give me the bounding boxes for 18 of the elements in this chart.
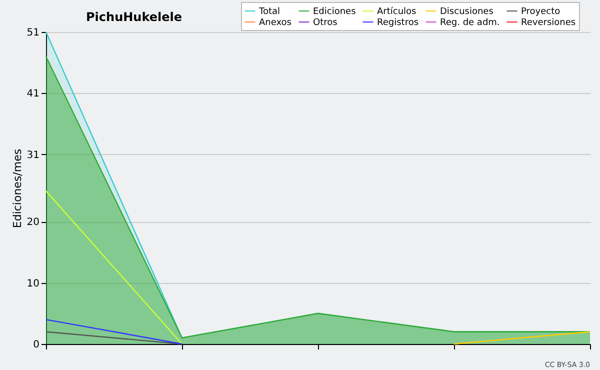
y-tick-label: 10 (26, 278, 40, 290)
legend-label: Artículos (377, 6, 417, 17)
legend-label: Ediciones (313, 7, 356, 17)
y-tick-label: 31 (26, 150, 40, 161)
chart-title: PichuHukelele (86, 10, 182, 24)
legend-label: Anexos (259, 18, 292, 28)
legend-label: Reversiones (521, 18, 576, 28)
y-tick-label: 41 (26, 88, 40, 100)
y-tick-label: 0 (33, 340, 40, 350)
y-tick-label: 51 (26, 28, 40, 38)
legend-label: Total (258, 7, 280, 17)
legend-label: Otros (313, 18, 338, 28)
legend-label: Reg. de adm. (440, 18, 500, 28)
legend-label: Registros (377, 18, 419, 28)
y-tick-label: 20 (26, 217, 40, 228)
y-axis-title: Ediciones/mes (10, 148, 24, 228)
legend-label: Discusiones (440, 7, 494, 17)
legend-label: Proyecto (521, 7, 561, 17)
